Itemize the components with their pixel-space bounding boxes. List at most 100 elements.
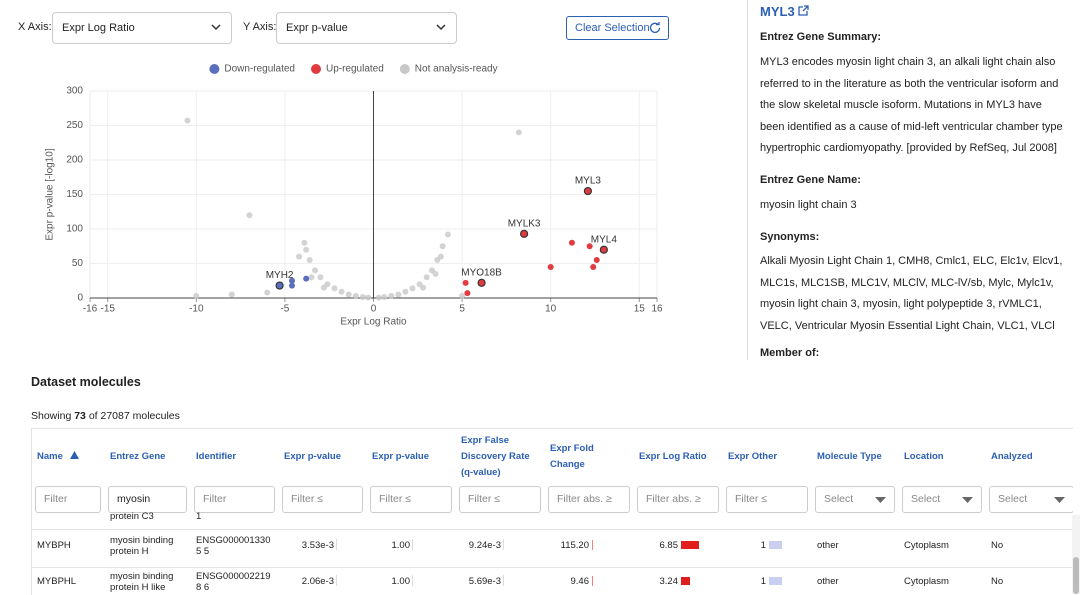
chevron — [436, 24, 446, 31]
point — [520, 229, 529, 238]
point — [420, 284, 427, 291]
table: Name Entrez Gene Identifier Expr p-value Exp… — [31, 428, 1073, 595]
point — [345, 291, 352, 298]
cell: No — [991, 576, 1004, 587]
filter-input[interactable]: Filter abs. ≥ — [637, 486, 719, 513]
cell: 9.24e-3 — [468, 540, 501, 551]
member-heading: Member of: — [760, 347, 820, 359]
point — [288, 282, 295, 289]
cell: 5.69e-3 — [468, 576, 501, 587]
header-text: Name — [37, 451, 63, 462]
x-tick-label: -5 — [280, 304, 289, 315]
column-header[interactable]: Expr False Discovery Rate (q-value) — [461, 429, 540, 485]
cell-bar-edge — [336, 575, 337, 586]
point — [402, 288, 409, 295]
y-axis-label: Y Axis: — [243, 21, 277, 33]
dropdown-arrow — [875, 497, 886, 503]
cell: Cytoplasm — [904, 540, 949, 551]
y-axis-value: Expr p-value — [286, 22, 348, 34]
x-tick-label: -16 — [83, 304, 98, 315]
point — [312, 267, 319, 274]
showing-suffix: of 27087 molecules — [88, 410, 180, 422]
cell: ENSG0000022198 6 — [196, 571, 271, 593]
x-tick-label: 16 — [651, 304, 663, 315]
filter-input[interactable]: Filter ≤ — [282, 486, 363, 513]
y-axis-title: Expr p-value [-log10] — [45, 148, 56, 240]
cell: 1.00 — [391, 540, 411, 551]
point — [395, 291, 402, 298]
filter-input[interactable]: myosin — [108, 486, 187, 513]
cell: MYBPHL — [37, 576, 77, 587]
x-tick-label: 15 — [634, 304, 646, 315]
table-title: Dataset molecules — [31, 375, 141, 389]
legend-swatch — [310, 64, 321, 74]
chevron — [211, 24, 221, 31]
x-tick-label: 10 — [545, 304, 557, 315]
x-axis-label: X Axis: — [18, 21, 52, 33]
column-header[interactable]: Entrez Gene — [110, 429, 186, 485]
column-header[interactable]: Expr Log Ratio — [639, 429, 718, 485]
filter-input[interactable]: Filter — [194, 486, 275, 513]
legend-swatch — [399, 64, 410, 74]
synonyms-heading: Synonyms: — [760, 231, 820, 243]
cell: 2.06e-3 — [301, 576, 334, 587]
column-header[interactable]: Location — [904, 429, 981, 485]
fold-change-bar — [592, 576, 593, 586]
point — [317, 274, 324, 281]
sort-icon — [69, 451, 79, 459]
header-text: Expr p-value — [284, 451, 342, 462]
column-header[interactable]: Expr Fold Change — [550, 429, 629, 485]
gene-link[interactable]: MYL3 — [760, 4, 795, 19]
count: 73 — [74, 410, 86, 422]
column-header[interactable]: Expr p-value — [372, 429, 451, 485]
point — [246, 212, 253, 219]
x-axis-select[interactable]: Expr Log Ratio — [52, 12, 232, 44]
y-axis-select[interactable]: Expr p-value — [276, 12, 457, 44]
filter-input[interactable]: Filter ≤ — [370, 486, 452, 513]
external-link-icon — [798, 5, 809, 16]
header-text: Expr p-value — [372, 451, 430, 462]
header-text: Expr Other — [728, 451, 778, 462]
legend-swatch — [209, 64, 220, 74]
column-header[interactable]: Identifier — [196, 429, 274, 485]
cell-bar-edge — [412, 575, 413, 586]
filter-input[interactable]: Filter — [35, 486, 101, 513]
column-header[interactable]: Expr Other — [728, 429, 807, 485]
point — [365, 294, 372, 301]
filter-input[interactable]: Select — [902, 486, 982, 513]
filter-input[interactable]: Filter ≤ — [459, 486, 541, 513]
legend-label: Up-regulated — [326, 64, 384, 75]
clear-selection-button[interactable]: Clear Selection — [566, 16, 669, 40]
point — [586, 243, 593, 250]
clear-label: Clear Selection — [575, 22, 650, 34]
column-header[interactable]: Expr p-value — [284, 429, 362, 485]
y-tick-label: 200 — [66, 155, 83, 166]
log-ratio-bar — [681, 541, 700, 549]
x-tick-label: 0 — [371, 304, 377, 315]
filter-input[interactable]: Filter ≤ — [726, 486, 808, 513]
point — [590, 263, 597, 270]
cell: other — [817, 576, 839, 587]
column-header[interactable]: Analyzed — [991, 429, 1061, 485]
column-header[interactable]: Molecule Type — [817, 429, 894, 485]
point — [437, 253, 444, 260]
name-heading: Entrez Gene Name: — [760, 174, 861, 186]
point — [388, 292, 395, 299]
detail-title[interactable]: MYL3 — [760, 1, 1065, 23]
point — [193, 292, 200, 299]
point — [306, 257, 313, 264]
point — [264, 289, 271, 296]
column-header[interactable]: Name — [37, 429, 100, 485]
cell: 6.85 — [659, 540, 679, 551]
filter-input[interactable]: Filter abs. ≥ — [548, 486, 630, 513]
cell: myosin binding protein H like — [110, 571, 174, 593]
summary-text: MYL3 encodes myosin light chain 3, an al… — [760, 56, 1063, 154]
cell: Cytoplasm — [904, 576, 949, 587]
filter-input[interactable]: Select — [989, 486, 1073, 513]
header-text: Expr Log Ratio — [639, 451, 707, 462]
filter-input[interactable]: Select — [815, 486, 895, 513]
header-text: Identifier — [196, 451, 237, 462]
cell-bar-edge — [412, 539, 413, 550]
volcano-plot: 0 50 100 150 200 250 300 -16 -15 -10 -5 0 5 10 15 16 Exp… — [45, 64, 663, 328]
